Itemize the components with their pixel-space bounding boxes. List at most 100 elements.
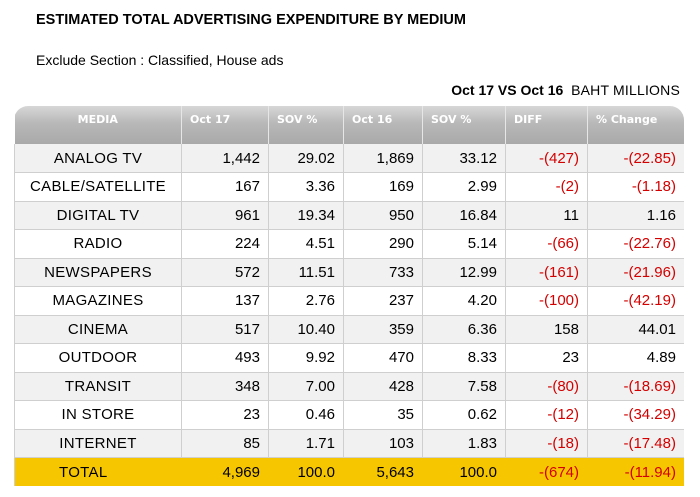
cell-change: -(11.94) — [587, 457, 684, 486]
cell-sov16: 33.12 — [422, 144, 506, 173]
cell-oct16: 1,869 — [343, 144, 423, 173]
table-row: TRANSIT 348 7.00 428 7.58 -(80) -(18.69) — [14, 372, 684, 401]
cell-change: -(21.96) — [587, 258, 684, 287]
total-row: TOTAL 4,969 100.0 5,643 100.0 -(674) -(11.94) — [14, 457, 684, 486]
cell-media: ANALOG TV — [14, 144, 182, 173]
cell-sov16: 6.36 — [422, 315, 506, 344]
cell-oct16: 169 — [343, 172, 423, 202]
cell-change: -(42.19) — [587, 286, 684, 316]
table-row: DIGITAL TV 961 19.34 950 16.84 11 1.16 — [14, 201, 684, 230]
cell-diff: -(100) — [505, 286, 588, 316]
cell-diff: 158 — [505, 315, 588, 344]
cell-oct17: 224 — [181, 229, 269, 259]
cell-diff: 11 — [505, 201, 588, 230]
cell-change: -(34.29) — [587, 400, 684, 430]
cell-oct16: 35 — [343, 400, 423, 430]
cell-diff: -(161) — [505, 258, 588, 287]
cell-oct17: 348 — [181, 372, 269, 401]
header-oct16: Oct 16 — [343, 106, 423, 144]
cell-diff: -(12) — [505, 400, 588, 430]
cell-change: -(17.48) — [587, 429, 684, 458]
cell-media: INTERNET — [14, 429, 182, 458]
cell-sov17: 100.0 — [268, 457, 344, 486]
cell-media: RADIO — [14, 229, 182, 259]
cell-sov17: 10.40 — [268, 315, 344, 344]
cell-oct17: 493 — [181, 343, 269, 373]
cell-sov16: 100.0 — [422, 457, 506, 486]
cell-sov17: 3.36 — [268, 172, 344, 202]
cell-oct17: 85 — [181, 429, 269, 458]
table-body: ANALOG TV 1,442 29.02 1,869 33.12 -(427) -(22.… — [14, 144, 684, 486]
report-subtitle: Exclude Section : Classified, House ads — [36, 52, 284, 68]
cell-oct17: 4,969 — [181, 457, 269, 486]
cell-sov17: 1.71 — [268, 429, 344, 458]
table-row: NEWSPAPERS 572 11.51 733 12.99 -(161) -(21.96) — [14, 258, 684, 287]
table-row: CABLE/SATELLITE 167 3.36 169 2.99 -(2) -(1.18) — [14, 172, 684, 202]
cell-sov17: 19.34 — [268, 201, 344, 230]
cell-sov17: 11.51 — [268, 258, 344, 287]
cell-media: NEWSPAPERS — [14, 258, 182, 287]
cell-oct17: 167 — [181, 172, 269, 202]
cell-media: IN STORE — [14, 400, 182, 430]
cell-change: -(22.85) — [587, 144, 684, 173]
cell-oct16: 103 — [343, 429, 423, 458]
header-oct17: Oct 17 — [181, 106, 269, 144]
cell-diff: 23 — [505, 343, 588, 373]
cell-change: -(1.18) — [587, 172, 684, 202]
cell-sov17: 4.51 — [268, 229, 344, 259]
cell-sov16: 8.33 — [422, 343, 506, 373]
cell-oct17: 23 — [181, 400, 269, 430]
cell-media: CINEMA — [14, 315, 182, 344]
table-row: MAGAZINES 137 2.76 237 4.20 -(100) -(42.19) — [14, 286, 684, 316]
header-sov17: SOV % — [268, 106, 344, 144]
table-header-row: MEDIA Oct 17 SOV % Oct 16 SOV % DIFF % C… — [14, 106, 684, 144]
cell-oct16: 733 — [343, 258, 423, 287]
table-row: RADIO 224 4.51 290 5.14 -(66) -(22.76) — [14, 229, 684, 259]
cell-sov16: 4.20 — [422, 286, 506, 316]
header-change: % Change — [587, 106, 684, 144]
cell-diff: -(674) — [505, 457, 588, 486]
cell-oct17: 572 — [181, 258, 269, 287]
cell-sov17: 0.46 — [268, 400, 344, 430]
table-row: CINEMA 517 10.40 359 6.36 158 44.01 — [14, 315, 684, 344]
cell-sov16: 1.83 — [422, 429, 506, 458]
period-label: Oct 17 VS Oct 16 BAHT MILLIONS — [451, 82, 680, 98]
expenditure-table: MEDIA Oct 17 SOV % Oct 16 SOV % DIFF % C… — [14, 106, 684, 486]
cell-change: -(22.76) — [587, 229, 684, 259]
cell-diff: -(2) — [505, 172, 588, 202]
cell-oct17: 961 — [181, 201, 269, 230]
cell-change: 1.16 — [587, 201, 684, 230]
table-row: IN STORE 23 0.46 35 0.62 -(12) -(34.29) — [14, 400, 684, 430]
cell-oct17: 1,442 — [181, 144, 269, 173]
cell-oct16: 470 — [343, 343, 423, 373]
header-diff: DIFF — [505, 106, 588, 144]
cell-sov16: 7.58 — [422, 372, 506, 401]
cell-media: TRANSIT — [14, 372, 182, 401]
unit-label: BAHT MILLIONS — [571, 82, 680, 98]
cell-media: MAGAZINES — [14, 286, 182, 316]
cell-sov16: 2.99 — [422, 172, 506, 202]
cell-oct17: 517 — [181, 315, 269, 344]
cell-sov16: 12.99 — [422, 258, 506, 287]
table-row: OUTDOOR 493 9.92 470 8.33 23 4.89 — [14, 343, 684, 373]
cell-sov16: 0.62 — [422, 400, 506, 430]
cell-media: OUTDOOR — [14, 343, 182, 373]
cell-media: TOTAL — [14, 457, 182, 486]
table-row: ANALOG TV 1,442 29.02 1,869 33.12 -(427) -(22.… — [14, 144, 684, 173]
cell-diff: -(18) — [505, 429, 588, 458]
header-sov16: SOV % — [422, 106, 506, 144]
header-media: MEDIA — [14, 106, 182, 144]
cell-sov16: 5.14 — [422, 229, 506, 259]
cell-sov17: 7.00 — [268, 372, 344, 401]
cell-diff: -(66) — [505, 229, 588, 259]
cell-sov17: 29.02 — [268, 144, 344, 173]
cell-diff: -(427) — [505, 144, 588, 173]
cell-oct16: 950 — [343, 201, 423, 230]
cell-oct17: 137 — [181, 286, 269, 316]
comparison-label: Oct 17 VS Oct 16 — [451, 82, 564, 98]
report-title: ESTIMATED TOTAL ADVERTISING EXPENDITURE … — [36, 12, 466, 28]
cell-sov17: 9.92 — [268, 343, 344, 373]
cell-change: 4.89 — [587, 343, 684, 373]
table-row: INTERNET 85 1.71 103 1.83 -(18) -(17.48) — [14, 429, 684, 458]
cell-change: 44.01 — [587, 315, 684, 344]
